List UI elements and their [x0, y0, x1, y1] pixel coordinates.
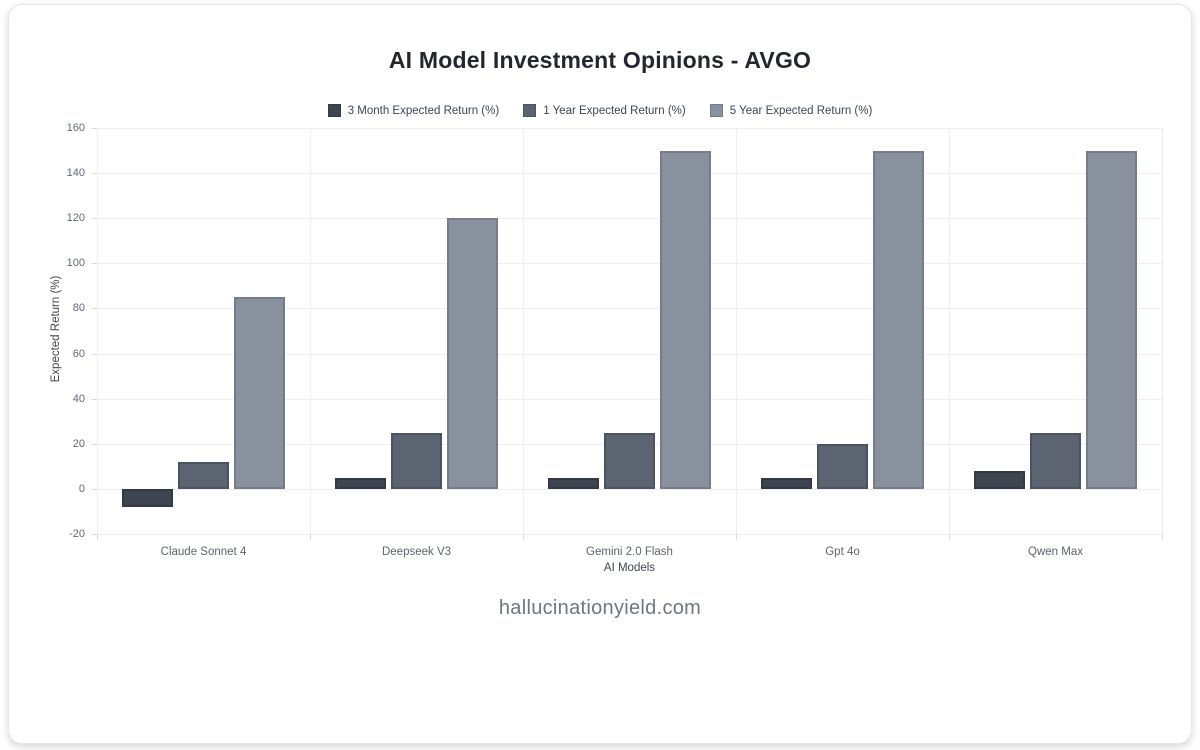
y-tick-mark [91, 398, 97, 400]
gridline-horizontal [97, 398, 1162, 400]
gridline-vertical [736, 128, 737, 534]
gridline-horizontal [97, 534, 1162, 535]
y-tick-mark [91, 534, 97, 535]
gridline-horizontal [97, 128, 1162, 129]
x-axis-label: AI Models [603, 562, 656, 574]
legend-item[interactable]: 1 Year Expected Return (%) [523, 104, 686, 117]
y-tick-label: 40 [72, 392, 85, 405]
x-tick-mark [97, 534, 98, 540]
legend-swatch [523, 104, 537, 117]
chart-legend: 3 Month Expected Return (%) 1 Year Expect… [9, 104, 1191, 117]
gridline-horizontal [97, 173, 1162, 175]
x-category-label: Deepseek V3 [381, 546, 452, 558]
legend-swatch [327, 104, 341, 117]
y-tick-mark [91, 263, 97, 265]
x-category-label: Gpt 4o [825, 546, 860, 558]
bar[interactable] [391, 432, 442, 489]
y-tick-label: 60 [72, 347, 85, 360]
y-tick-label: 160 [66, 122, 85, 134]
bar[interactable] [604, 432, 655, 489]
gridline-horizontal [97, 263, 1162, 265]
gridline-vertical [949, 128, 950, 534]
y-tick-mark [91, 443, 97, 445]
plot-area: -20 0 20 40 60 80 100 120 140 160 Claude Sonnet 4 D… [67, 122, 1163, 558]
gridline-vertical [310, 128, 311, 534]
bar[interactable] [1086, 150, 1137, 489]
y-tick-mark [91, 173, 97, 175]
y-tick-label: -20 [69, 528, 85, 540]
x-tick-mark [310, 534, 311, 540]
gridline-horizontal [97, 308, 1162, 310]
x-category-label: Gemini 2.0 Flash [586, 546, 673, 558]
y-tick-mark [91, 353, 97, 355]
y-tick-label: 140 [66, 167, 85, 180]
bar[interactable] [548, 477, 599, 489]
x-tick-mark [523, 534, 524, 540]
legend-label: 5 Year Expected Return (%) [729, 104, 873, 117]
y-axis-label: Expected Return (%) [50, 275, 62, 383]
legend-swatch [709, 104, 723, 117]
bar[interactable] [447, 218, 498, 489]
legend-item[interactable]: 3 Month Expected Return (%) [327, 104, 500, 117]
legend-item[interactable]: 5 Year Expected Return (%) [709, 104, 873, 117]
gridline-vertical [1162, 128, 1163, 534]
gridline-horizontal [97, 353, 1162, 355]
x-tick-mark [949, 534, 950, 540]
bar[interactable] [761, 477, 812, 489]
gridline-vertical [97, 128, 98, 534]
y-tick-label: 80 [72, 302, 85, 315]
y-tick-label: 100 [66, 257, 85, 270]
x-tick-mark [736, 534, 737, 540]
x-tick-mark [1162, 534, 1163, 540]
bar[interactable] [234, 297, 285, 489]
chart-card: AI Model Investment Opinions - AVGO 3 Mo… [8, 4, 1192, 744]
gridline-horizontal [97, 488, 1162, 490]
y-tick-mark [91, 218, 97, 220]
bar[interactable] [660, 150, 711, 489]
y-tick-mark [91, 488, 97, 490]
bar[interactable] [817, 443, 868, 489]
legend-label: 1 Year Expected Return (%) [543, 104, 686, 117]
x-category-label: Qwen Max [1028, 546, 1083, 558]
chart-title: AI Model Investment Opinions - AVGO [388, 47, 812, 73]
bar[interactable] [873, 150, 924, 489]
y-tick-mark [91, 128, 97, 129]
gridline-vertical [523, 128, 524, 534]
bar[interactable] [122, 488, 173, 507]
bar[interactable] [974, 470, 1025, 489]
bar[interactable] [335, 477, 386, 489]
y-tick-label: 0 [78, 482, 85, 495]
bar[interactable] [178, 461, 229, 489]
watermark-text: hallucinationyield.com [498, 597, 702, 619]
y-tick-label: 20 [72, 437, 85, 450]
y-tick-label: 120 [66, 212, 85, 225]
legend-label: 3 Month Expected Return (%) [347, 104, 500, 117]
gridline-horizontal [97, 218, 1162, 220]
y-tick-mark [91, 308, 97, 310]
x-category-label: Claude Sonnet 4 [160, 546, 247, 558]
bar[interactable] [1030, 432, 1081, 489]
